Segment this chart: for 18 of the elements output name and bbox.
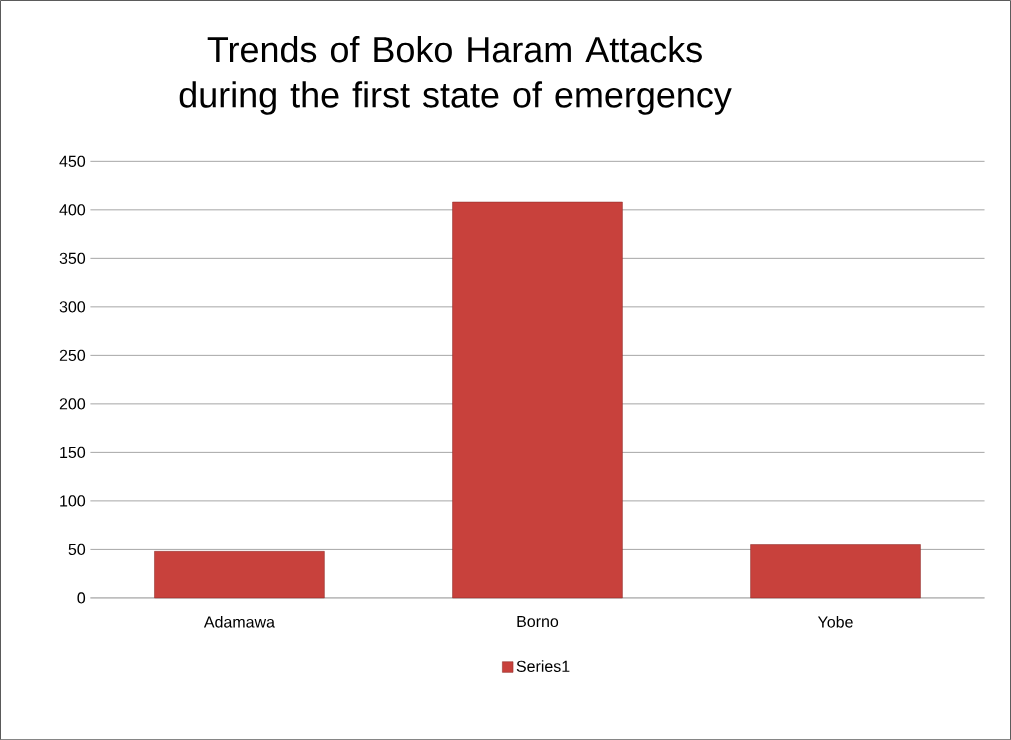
y-tick-label: 100: [60, 495, 86, 507]
y-tick-label: 0: [77, 592, 86, 604]
y-tick-label: 200: [59, 398, 86, 410]
y-tick-label: 50: [68, 543, 86, 555]
x-tick-label: Yobe: [817, 615, 853, 628]
y-tick-label: 250: [59, 349, 86, 361]
legend-label: Series1: [516, 660, 570, 672]
y-tick-label: 450: [59, 155, 86, 167]
x-tick-label: Adamawa: [203, 615, 275, 628]
chart-title: Trends of Boko Haram Attacks during the first state of emergency: [179, 35, 732, 115]
x-tick-label: Borno: [517, 615, 559, 627]
bar: [452, 201, 623, 599]
bar: [154, 550, 325, 599]
y-tick-label: 400: [59, 204, 86, 216]
y-tick-label: 150: [60, 446, 86, 458]
y-tick-label: 300: [59, 301, 86, 313]
bar: [750, 544, 921, 599]
y-tick-label: 350: [59, 252, 86, 264]
